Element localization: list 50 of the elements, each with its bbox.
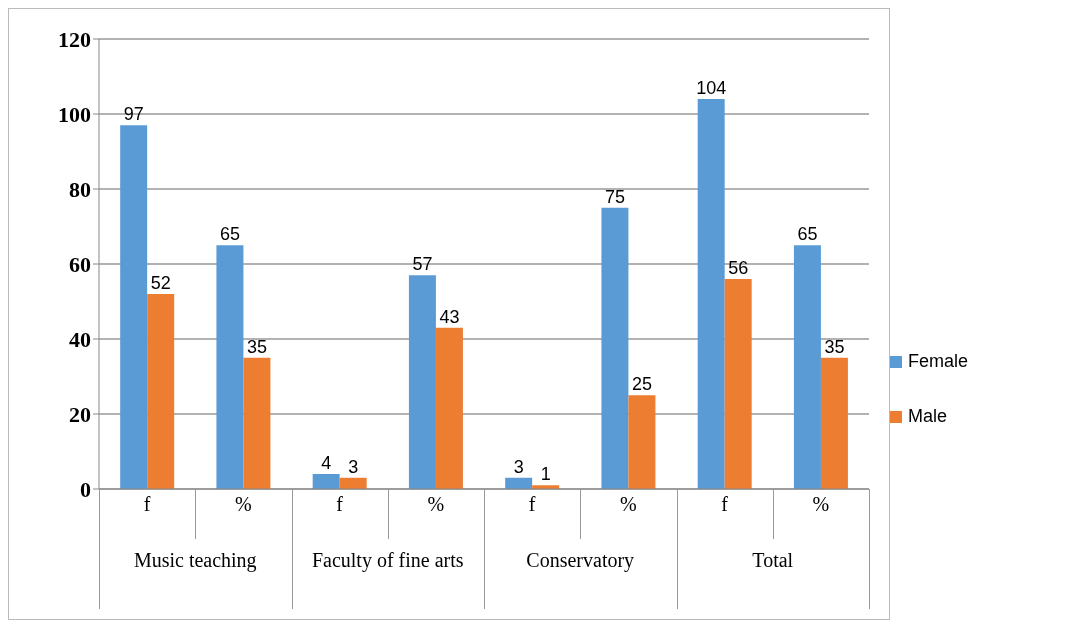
x-tick-label: f	[721, 493, 729, 516]
x-tick-label: %	[620, 493, 637, 516]
data-label: 52	[150, 273, 171, 293]
y-tick-label: 100	[58, 101, 91, 127]
bar	[601, 207, 629, 489]
y-tick-label: 120	[58, 26, 91, 52]
bar	[724, 279, 752, 489]
bar	[120, 125, 148, 489]
bar	[312, 474, 340, 489]
x-tick-label: f	[528, 493, 536, 516]
x-tick-label: %	[235, 493, 252, 516]
text: Faculty of fine arts	[310, 549, 465, 572]
y-tick-label: 60	[69, 251, 91, 277]
data-label: 57	[412, 254, 433, 275]
data-label: 1	[540, 464, 551, 485]
x-tick-label: f	[336, 493, 344, 516]
y-tick-label: 0	[80, 476, 91, 502]
data-label: 43	[439, 306, 460, 327]
bar	[408, 275, 436, 489]
data-label: 104	[696, 78, 727, 98]
data-label: 35	[824, 336, 845, 357]
data-label: 3	[348, 456, 359, 477]
data-label: 56	[728, 258, 749, 278]
x-tick-label: %	[812, 493, 830, 516]
data-label: 65	[219, 224, 240, 245]
legend-label: Male	[908, 406, 948, 427]
bar	[628, 395, 656, 489]
text: Total	[751, 549, 795, 572]
data-label: 97	[123, 104, 144, 125]
data-label: 35	[246, 336, 267, 357]
bar	[820, 357, 848, 489]
data-label: 4	[321, 453, 332, 473]
y-tick-label: 20	[69, 401, 91, 427]
x-tick-label: %	[427, 493, 445, 516]
bar	[216, 245, 244, 489]
x-tick-label: f	[143, 493, 151, 516]
data-label: 25	[631, 374, 652, 395]
data-label: 75	[604, 186, 625, 207]
bar	[435, 327, 463, 489]
bar	[793, 245, 821, 489]
bar	[243, 357, 271, 489]
data-label: 3	[513, 456, 524, 477]
text: Conservatory	[525, 549, 636, 572]
y-tick-label: 80	[69, 176, 91, 202]
bar	[147, 294, 175, 489]
legend-label: Female	[908, 351, 969, 372]
data-label: 65	[797, 224, 818, 245]
bar	[697, 99, 725, 489]
y-tick-label: 40	[69, 326, 91, 352]
text: Music teaching	[132, 549, 258, 572]
